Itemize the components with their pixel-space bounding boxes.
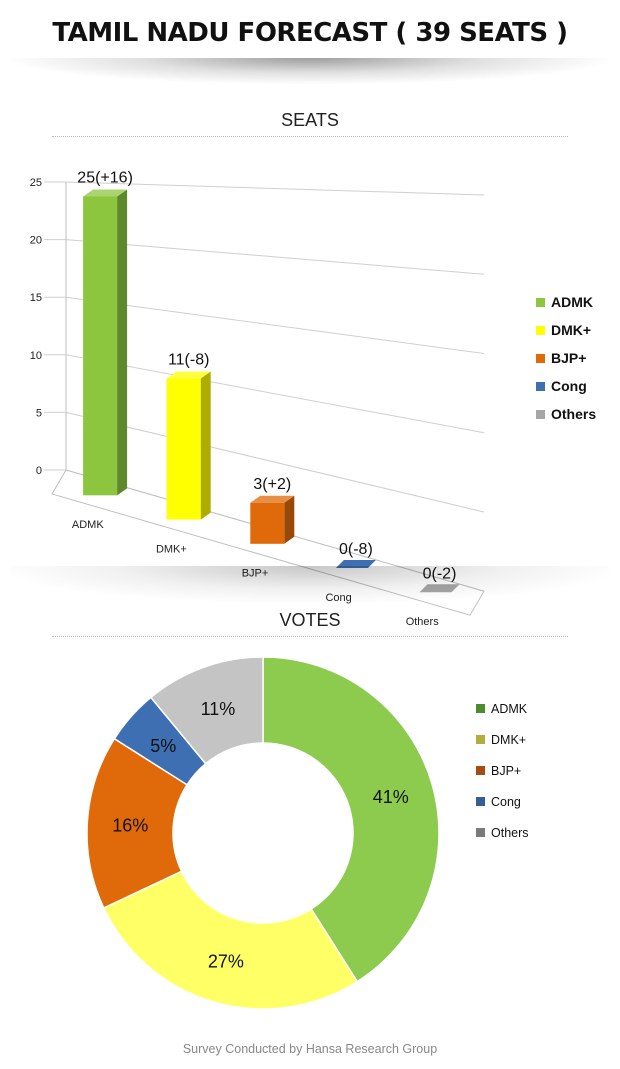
seats-divider: [52, 136, 568, 137]
votes-legend-swatch: [476, 828, 485, 837]
seats-y-tick-label: 10: [30, 350, 42, 362]
seats-data-label: 25(+16): [77, 170, 133, 187]
votes-data-label: 11%: [201, 699, 236, 719]
votes-legend-label: Others: [491, 825, 529, 840]
page-title: TAMIL NADU FORECAST ( 39 SEATS ): [52, 18, 568, 48]
votes-legend-item: ADMK: [476, 693, 529, 724]
votes-donut-chart: 41% 27% 16% 5% 11%: [86, 656, 440, 1010]
seats-bar-top: [250, 495, 295, 503]
seats-legend-label: ADMK: [551, 294, 593, 310]
seats-gridline: [65, 354, 485, 434]
votes-legend-label: Cong: [491, 794, 521, 809]
votes-data-label: 5%: [150, 736, 176, 756]
votes-donut-slice: [86, 737, 189, 909]
seats-legend-swatch: [536, 353, 545, 363]
votes-legend-swatch: [476, 797, 485, 806]
seats-bar-front: [83, 196, 118, 496]
section-shadow: [10, 566, 610, 602]
votes-legend-item: Cong: [476, 786, 529, 817]
seats-category-label: BJP+: [242, 568, 269, 580]
votes-section-title: VOTES: [279, 610, 341, 630]
seats-bar-side: [200, 371, 211, 520]
seats-category-label: ADMK: [72, 519, 104, 531]
seats-legend-item: BJP+: [536, 344, 596, 372]
votes-data-label: 27%: [208, 952, 244, 972]
votes-legend-item: Others: [476, 817, 529, 848]
seats-legend: ADMK DMK+ BJP+ Cong Others: [536, 288, 596, 428]
seats-legend-swatch: [536, 297, 545, 307]
seats-gridline: [65, 296, 485, 354]
seats-legend-swatch: [536, 325, 545, 335]
seats-data-label: 3(+2): [253, 476, 291, 493]
votes-legend-item: DMK+: [476, 724, 529, 755]
seats-bar: [419, 584, 460, 593]
seats-legend-item: ADMK: [536, 288, 596, 316]
seats-bar: [166, 371, 211, 520]
seats-y-tick-label: 0: [36, 465, 42, 477]
votes-legend-swatch: [476, 704, 485, 713]
votes-legend-label: BJP+: [491, 763, 522, 778]
title-shadow: [10, 58, 610, 84]
seats-category-label: Others: [406, 616, 440, 628]
seats-legend-label: BJP+: [551, 350, 587, 366]
seats-y-tick-label: 25: [30, 177, 42, 189]
seats-bar-front: [166, 378, 201, 520]
votes-legend-label: DMK+: [491, 732, 527, 747]
seats-data-label: 11(-8): [168, 352, 210, 369]
seats-legend-swatch: [536, 381, 545, 391]
seats-bar-flat: [335, 560, 376, 569]
seats-legend-label: Others: [551, 406, 597, 422]
votes-legend-swatch: [476, 766, 485, 775]
seats-bar-front: [250, 502, 285, 544]
seats-bar-top: [83, 189, 128, 197]
votes-divider: [52, 636, 568, 637]
seats-bar-side: [117, 189, 128, 496]
votes-donut-slice: [102, 870, 359, 1010]
seats-y-tick-label: 15: [30, 292, 42, 304]
seats-gridline: [65, 411, 485, 513]
seats-bar-top: [166, 371, 211, 379]
seats-gridline: [65, 239, 485, 275]
seats-bar: [335, 560, 376, 569]
seats-legend-item: Others: [536, 400, 596, 428]
seats-legend-item: Cong: [536, 372, 596, 400]
seats-legend-swatch: [536, 409, 545, 419]
seats-category-label: DMK+: [156, 543, 187, 555]
seats-category-label: Cong: [325, 592, 351, 604]
votes-legend-item: BJP+: [476, 755, 529, 786]
seats-bar: [250, 495, 295, 544]
seats-bar: [83, 189, 128, 496]
seats-bar-side: [284, 495, 295, 544]
seats-legend-item: DMK+: [536, 316, 596, 344]
seats-gridline: [65, 181, 485, 196]
seats-legend-label: Cong: [551, 378, 587, 394]
seats-y-tick-label: 5: [36, 407, 42, 419]
seats-data-label: 0(-8): [339, 541, 373, 558]
votes-legend-swatch: [476, 735, 485, 744]
votes-legend-label: ADMK: [491, 701, 528, 716]
seats-y-tick-label: 20: [30, 235, 42, 247]
seats-legend-label: DMK+: [551, 322, 592, 338]
seats-section-title: SEATS: [281, 110, 339, 130]
votes-data-label: 41%: [373, 787, 409, 807]
footer-credit: Survey Conducted by Hansa Research Group: [182, 1042, 438, 1056]
votes-donut-slice: [149, 656, 264, 765]
seats-bar-flat: [419, 584, 460, 593]
votes-data-label: 16%: [112, 816, 148, 836]
seats-data-label: 0(-2): [423, 565, 457, 582]
seats-bar-chart: 0 5 10 15 20 25 25(+16) ADMK 11(-8) DMK+ 3(+2) BJP+…: [30, 170, 485, 628]
votes-donut-slice: [262, 656, 440, 983]
votes-legend: ADMK DMK+ BJP+ Cong Others: [476, 693, 529, 848]
